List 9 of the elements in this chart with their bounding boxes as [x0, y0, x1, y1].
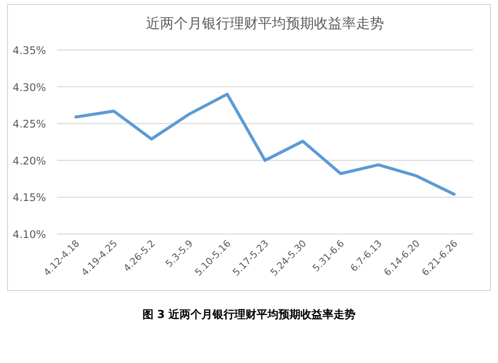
y-tick-label: 4.30%: [12, 82, 46, 94]
y-tick-label: 4.35%: [12, 45, 46, 57]
y-tick-label: 4.20%: [12, 155, 46, 168]
y-tick-label: 4.10%: [12, 229, 46, 241]
caption: 图 3 近两个月银行理财平均预期收益率走势: [142, 308, 356, 321]
chart-title: 近两个月银行理财平均预期收益率走势: [146, 16, 384, 32]
line-series: [74, 92, 456, 196]
y-tick-label: 4.15%: [12, 192, 46, 204]
y-tick-label: 4.25%: [12, 118, 46, 131]
